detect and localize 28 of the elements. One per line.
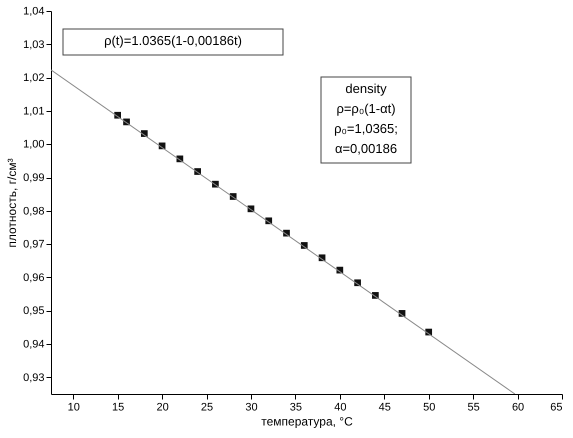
x-tick-label: 45	[378, 402, 391, 414]
x-tick-label: 40	[334, 402, 346, 414]
y-tick-label: 1,03	[23, 38, 44, 51]
x-tick-label: 30	[245, 402, 258, 414]
y-tick-label: 0,99	[23, 172, 44, 184]
x-tick-label: 35	[290, 402, 302, 414]
y-tick-label: 0,96	[23, 272, 44, 284]
x-tick-label: 10	[68, 402, 80, 414]
y-tick-label: 0,94	[23, 338, 44, 351]
annotation: density ρ=ρ₀(1-αt) ρ₀=1,0365; α=0,00186	[334, 81, 398, 156]
x-tick-label: 15	[112, 402, 124, 414]
y-tick-label: 1,01	[23, 105, 44, 118]
x-axis-title: температура, °C	[261, 414, 354, 428]
y-tick-label: 0,98	[23, 205, 44, 218]
y-tick-label: 1,04	[23, 6, 44, 18]
y-tick-label: 0,97	[23, 238, 44, 251]
x-tick-label: 60	[512, 402, 524, 414]
x-tick-label: 20	[156, 402, 169, 414]
y-tick-label: 1,00	[23, 138, 44, 151]
x-tick-label: 50	[423, 402, 436, 414]
y-tick-label: 0,95	[23, 305, 44, 318]
x-tick-label: 65	[550, 402, 562, 414]
annotation: ρ(t)=1.0365(1-0,00186t)	[104, 33, 242, 48]
y-tick-label: 1,02	[23, 72, 44, 84]
y-tick-label: 0,93	[23, 372, 44, 384]
x-tick-label: 25	[200, 402, 214, 414]
y-axis-title: плотность, г/см³	[5, 158, 20, 248]
x-tick-label: 55	[468, 402, 480, 414]
